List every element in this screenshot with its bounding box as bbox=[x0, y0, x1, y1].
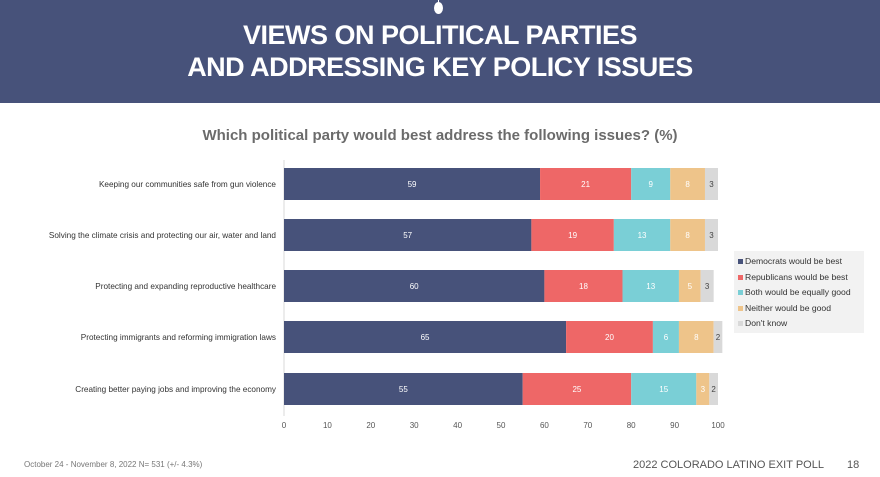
data-label: 8 bbox=[685, 180, 690, 189]
data-label: 25 bbox=[572, 385, 581, 394]
survey-dates-sample: October 24 - November 8, 2022 N= 531 (+/… bbox=[24, 460, 203, 469]
data-label: 55 bbox=[399, 385, 408, 394]
bar-segment bbox=[540, 168, 632, 200]
category-label: Solving the climate crisis and protectin… bbox=[49, 231, 277, 240]
category-label: Protecting and expanding reproductive he… bbox=[95, 282, 276, 291]
x-tick-label: 50 bbox=[497, 421, 506, 430]
bar-segment bbox=[631, 168, 671, 200]
data-label: 65 bbox=[421, 333, 430, 342]
x-tick-label: 0 bbox=[282, 421, 287, 430]
bar-segment bbox=[531, 219, 614, 251]
x-tick-label: 20 bbox=[366, 421, 375, 430]
bar-segment bbox=[284, 270, 545, 302]
legend-label: Democrats would be best bbox=[745, 256, 842, 266]
bar-segment bbox=[709, 373, 718, 405]
data-label: 59 bbox=[408, 180, 417, 189]
legend-swatch bbox=[738, 321, 743, 327]
bar-segment bbox=[284, 168, 541, 200]
data-label: 13 bbox=[646, 282, 655, 291]
legend-swatch bbox=[738, 259, 743, 265]
legend-item: Democrats would be best bbox=[738, 256, 842, 266]
bar-segment bbox=[704, 219, 718, 251]
x-tick-label: 60 bbox=[540, 421, 549, 430]
header-banner: VIEWS ON POLITICAL PARTIES AND ADDRESSIN… bbox=[0, 0, 880, 103]
category-labels: Keeping our communities safe from gun vi… bbox=[49, 180, 277, 394]
legend-swatch bbox=[738, 290, 743, 296]
bar-segment bbox=[284, 219, 532, 251]
x-tick-label: 30 bbox=[410, 421, 419, 430]
bar-segment bbox=[631, 373, 697, 405]
x-tick-label: 100 bbox=[711, 421, 725, 430]
page-title-line-2: AND ADDRESSING KEY POLICY ISSUES bbox=[187, 52, 693, 82]
bar-segment bbox=[678, 321, 714, 353]
bar-segment bbox=[566, 321, 653, 353]
legend-item: Republicans would be best bbox=[738, 272, 848, 282]
x-tick-label: 70 bbox=[583, 421, 592, 430]
data-label: 57 bbox=[403, 231, 412, 240]
poll-name: 2022 COLORADO LATINO EXIT POLL bbox=[633, 459, 824, 471]
legend-label: Republicans would be best bbox=[745, 271, 848, 282]
bar-segment bbox=[522, 373, 632, 405]
category-label: Keeping our communities safe from gun vi… bbox=[99, 180, 276, 189]
data-label: 3 bbox=[709, 180, 714, 189]
legend: Democrats would be best Republicans would… bbox=[734, 251, 864, 333]
legend-swatch bbox=[738, 274, 743, 280]
category-label: Creating better paying jobs and improvin… bbox=[75, 385, 277, 394]
bar-segment bbox=[696, 373, 710, 405]
pin-icon bbox=[434, 2, 443, 14]
legend-swatch bbox=[738, 305, 743, 311]
data-label: 15 bbox=[659, 385, 668, 394]
x-tick-label: 90 bbox=[670, 421, 679, 430]
data-label: 8 bbox=[685, 231, 690, 240]
category-label: Protecting immigrants and reforming immi… bbox=[81, 333, 276, 342]
legend-item: Neither would be good bbox=[738, 303, 831, 313]
data-label: 20 bbox=[605, 333, 614, 342]
legend-label: Neither would be good bbox=[745, 302, 831, 313]
bar-segment bbox=[704, 168, 718, 200]
bar-segment bbox=[622, 270, 679, 302]
data-label: 60 bbox=[410, 282, 419, 291]
data-label: 19 bbox=[568, 231, 577, 240]
bar-segment bbox=[678, 270, 701, 302]
x-axis-ticks: 0 10 20 30 40 50 60 70 80 90 100 bbox=[282, 421, 725, 430]
data-label: 3 bbox=[701, 385, 706, 394]
data-label: 9 bbox=[649, 180, 654, 189]
bar-segment bbox=[613, 219, 671, 251]
bar-segment bbox=[670, 219, 705, 251]
bars-group: 59 21 9 8 357 19 13 8 360 18 13 5 365 20 6 8 255 25 15 3 2 bbox=[284, 168, 723, 405]
page-title-line-1: VIEWS ON POLITICAL PARTIES bbox=[242, 20, 638, 50]
bar-segment bbox=[544, 270, 623, 302]
chart-title: Which political party would best address… bbox=[202, 127, 678, 144]
data-label: 8 bbox=[694, 333, 699, 342]
x-tick-label: 10 bbox=[323, 421, 332, 430]
page-number: 18 bbox=[847, 459, 860, 471]
data-label: 2 bbox=[711, 385, 716, 394]
bar-segment bbox=[652, 321, 679, 353]
bar-segment bbox=[284, 373, 523, 405]
legend-item: Don't know bbox=[738, 318, 787, 328]
x-tick-label: 80 bbox=[627, 421, 636, 430]
bar-segment bbox=[670, 168, 705, 200]
data-label: 5 bbox=[688, 282, 693, 291]
data-label: 6 bbox=[664, 333, 669, 342]
data-label: 3 bbox=[705, 282, 710, 291]
data-label: 2 bbox=[716, 333, 721, 342]
data-label: 3 bbox=[709, 231, 714, 240]
legend-label: Both would be equally good bbox=[745, 287, 851, 297]
legend-label: Don't know bbox=[745, 318, 788, 328]
bar-segment bbox=[284, 321, 567, 353]
data-label: 21 bbox=[581, 180, 590, 189]
data-label: 13 bbox=[638, 231, 647, 240]
x-tick-label: 40 bbox=[453, 421, 462, 430]
bar-segment bbox=[700, 270, 714, 302]
legend-item: Both would be equally good bbox=[738, 287, 851, 297]
data-label: 18 bbox=[579, 282, 588, 291]
bar-segment bbox=[713, 321, 723, 353]
